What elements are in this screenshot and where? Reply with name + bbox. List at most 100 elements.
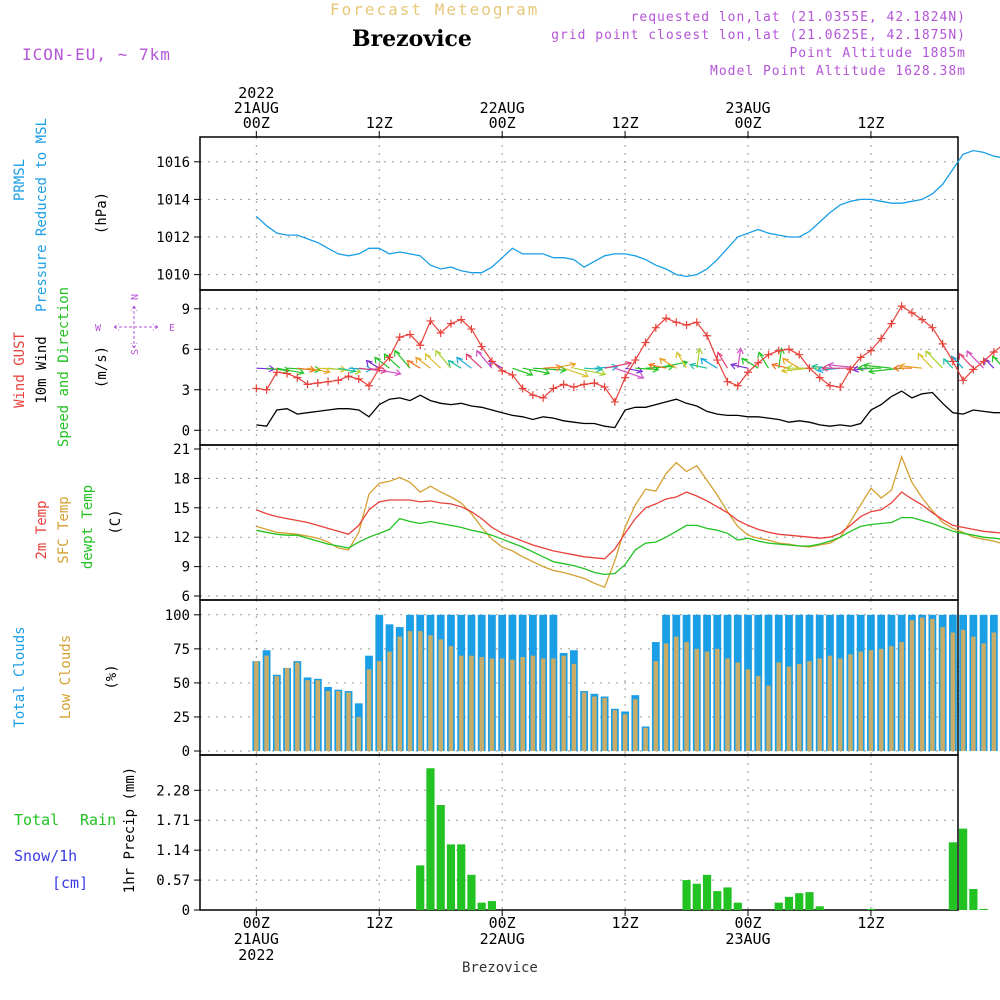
cloud-bar-low <box>960 629 966 751</box>
gust-marker <box>528 391 537 400</box>
wind-arrow <box>925 350 944 369</box>
gust-marker <box>959 376 968 385</box>
gust-marker <box>784 345 793 354</box>
gust-marker <box>272 368 281 377</box>
wind-arrow <box>737 348 742 369</box>
cloud-bar-low <box>407 631 413 751</box>
gust-marker <box>733 381 742 390</box>
wind-arrow-head <box>958 352 965 360</box>
gust-marker <box>539 393 548 402</box>
y-tick-label: 1012 <box>156 230 190 246</box>
model-label: ICON-EU, ~ 7km <box>22 45 171 64</box>
gust-marker <box>651 323 660 332</box>
wind-arrow <box>778 348 783 369</box>
wind-arrow <box>448 360 462 369</box>
y-tick-label: 0 <box>182 423 190 439</box>
cloud-bar-low <box>428 635 433 751</box>
cloud-bar-low <box>458 655 464 751</box>
precip-bar <box>948 842 957 910</box>
compass-n: N <box>130 294 141 300</box>
wind-arrow <box>368 367 401 375</box>
cloud-bar-low <box>315 680 321 751</box>
cloud-bar-low <box>448 646 454 751</box>
cloud-bar-low <box>715 648 720 751</box>
cloud-bar-total <box>764 614 773 751</box>
y-tick-label: 15 <box>173 501 190 517</box>
gust-marker <box>354 374 363 383</box>
cloud-bar-low <box>254 661 259 751</box>
model-point-altitude: Model Point Altitude 1628.38m <box>710 64 966 79</box>
wind-arrow-head <box>736 347 744 355</box>
cloud-bar-low <box>684 642 689 751</box>
wind-arrow <box>456 356 472 369</box>
gust-marker <box>856 353 865 362</box>
cloud-bar-low <box>520 657 525 751</box>
cloud-bar-low <box>674 636 679 751</box>
gust-marker <box>744 368 753 377</box>
gust-marker <box>795 350 804 359</box>
wind-arrow <box>604 362 632 369</box>
wind-arrow-head <box>757 351 764 359</box>
wind-arrow-head <box>695 347 703 355</box>
time-label-bottom: 12Z <box>366 914 393 932</box>
gust-marker <box>395 333 404 342</box>
gust-marker <box>600 383 609 392</box>
time-label-top: 12Z <box>366 114 393 132</box>
cloud-bar-low <box>919 617 925 751</box>
cloud-bar-low <box>377 661 382 751</box>
time-label-bottom: 12Z <box>612 914 639 932</box>
gust-marker <box>252 384 261 393</box>
time-label-bottom: 00Z <box>243 914 270 932</box>
wind-arrow <box>917 353 933 369</box>
label-rain: Rain <box>80 811 116 829</box>
gust-marker <box>344 372 353 381</box>
wind-arrow-head <box>943 357 950 365</box>
gust-marker <box>682 320 691 329</box>
cloud-bar-low <box>305 680 310 751</box>
precip-bar <box>446 844 456 910</box>
gust-marker <box>569 383 578 392</box>
wind-arrow <box>584 367 603 370</box>
gust-marker <box>815 373 824 382</box>
time-label-top: 21AUG <box>234 99 279 117</box>
precip-bar <box>682 880 691 910</box>
gust-marker <box>703 331 712 340</box>
time-label-bottom: 12Z <box>857 914 884 932</box>
gust-marker <box>405 330 414 339</box>
wind-arrow <box>476 350 493 369</box>
cloud-bar-low <box>551 658 556 751</box>
time-label-top: 23AUG <box>725 99 770 117</box>
gust-marker <box>846 365 855 374</box>
cloud-bar-low <box>991 632 997 751</box>
wind-arrow-head <box>393 349 401 357</box>
gust-marker <box>590 379 599 388</box>
wind-arrow <box>415 356 431 369</box>
gust-marker <box>672 318 681 327</box>
precip-bar <box>805 892 814 910</box>
label-snow: Snow/1h <box>14 847 77 865</box>
label-speed-direction: Speed and Direction <box>56 287 72 447</box>
cloud-bar-low <box>510 659 515 751</box>
gust-marker <box>948 357 957 366</box>
wind-arrow-head <box>611 363 619 371</box>
label-hpa: (hPa) <box>94 192 110 234</box>
gust-marker <box>477 342 486 351</box>
label-ms: (m/s) <box>94 346 110 388</box>
wind-arrow-head <box>816 366 824 374</box>
cloud-bar-low <box>868 650 874 751</box>
gust-marker <box>621 373 630 382</box>
wind-arrow <box>966 350 985 369</box>
gust-marker <box>754 358 763 367</box>
wind-arrow-head <box>569 361 577 369</box>
wind-arrow-head <box>821 364 828 372</box>
wind-arrow-head <box>475 349 483 357</box>
cloud-bar-low <box>807 661 812 751</box>
y-tick-label: 0 <box>182 744 190 760</box>
wind-arrow-head <box>782 357 789 365</box>
gust-marker <box>825 381 834 390</box>
y-tick-label: 12 <box>173 530 190 546</box>
wind-arrow-head <box>406 359 414 367</box>
cloud-bar-low <box>561 655 566 751</box>
wind-arrow-head <box>581 371 589 378</box>
wind-arrow <box>374 356 390 369</box>
